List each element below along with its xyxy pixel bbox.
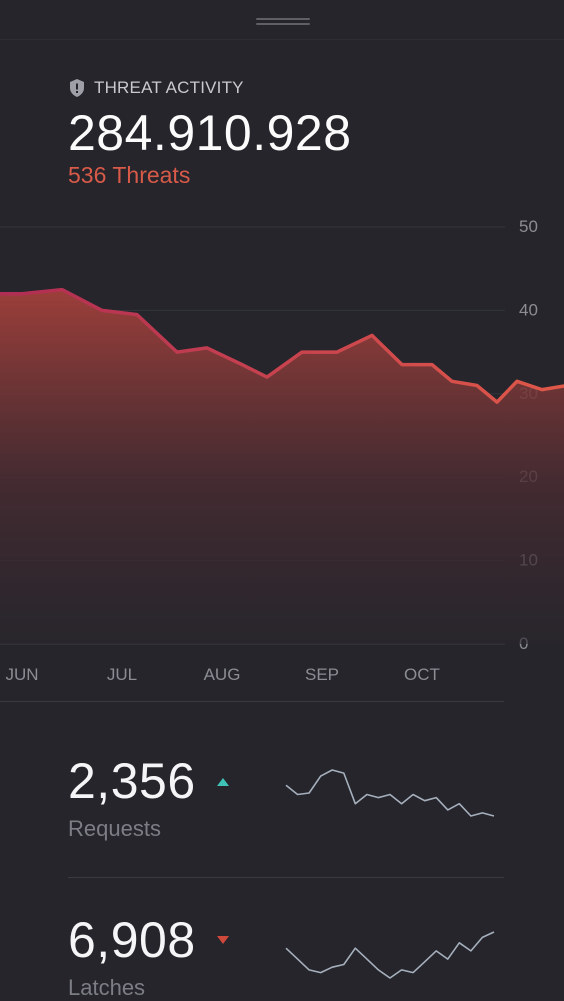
- sparkline-path: [285, 931, 495, 979]
- threat-count: 536 Threats: [68, 162, 191, 188]
- latches-stat: 6,908 Latches: [68, 915, 196, 1001]
- shield-icon: [70, 79, 84, 97]
- x-tick-label: AUG: [204, 665, 241, 684]
- threat-activity-text: THREAT ACTIVITY: [94, 78, 244, 97]
- y-tick-label: 40: [519, 300, 538, 319]
- latches-sparkline: [285, 931, 495, 979]
- x-tick-label: JUL: [107, 665, 137, 684]
- sparkline-path: [285, 769, 495, 817]
- drag-handle[interactable]: [256, 18, 310, 26]
- requests-label: Requests: [68, 816, 161, 841]
- x-tick-label: JUN: [5, 665, 38, 684]
- trend-up-icon: [217, 778, 229, 786]
- latches-label: Latches: [68, 975, 146, 1000]
- trend-down-icon: [217, 936, 229, 944]
- x-tick-label: SEP: [305, 665, 339, 684]
- x-tick-label: OCT: [404, 665, 440, 684]
- latches-value: 6,908: [68, 912, 196, 968]
- top-divider: [0, 39, 564, 40]
- threat-activity-label: THREAT ACTIVITY: [68, 78, 244, 98]
- threat-chart[interactable]: 01020304050JUNJULAUGSEPOCT: [0, 215, 564, 695]
- threat-line: [0, 287, 564, 404]
- threat-header: THREAT ACTIVITY: [68, 78, 244, 98]
- y-tick-label: 50: [519, 217, 538, 236]
- threat-total: 284.910.928: [68, 105, 352, 161]
- requests-sparkline: [285, 769, 495, 817]
- section-divider: [0, 701, 504, 702]
- stat-divider: [68, 877, 504, 878]
- requests-stat: 2,356 Requests: [68, 756, 196, 842]
- area-fill: [0, 289, 564, 644]
- requests-value: 2,356: [68, 753, 196, 809]
